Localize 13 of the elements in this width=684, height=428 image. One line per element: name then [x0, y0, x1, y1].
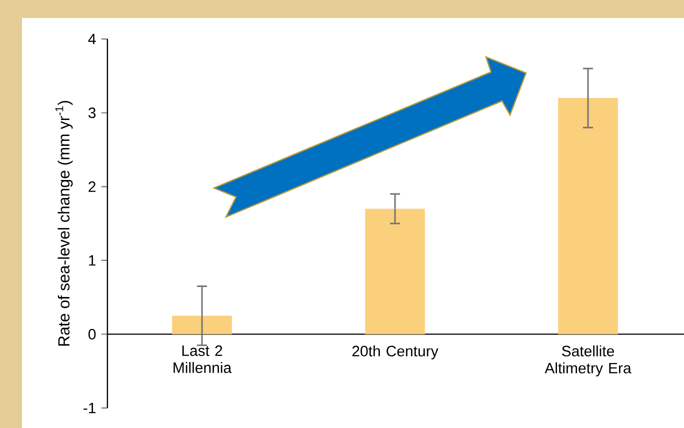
y-tick-label: 3: [88, 107, 96, 118]
x-tick-label: Last 2 Millennia: [174, 345, 232, 374]
x-tick-label: Satellite Altimetry Era: [544, 345, 632, 376]
y-tick-label: 4: [88, 34, 96, 44]
y-tick-label: -1: [84, 402, 96, 414]
bar: [172, 316, 232, 334]
bar: [365, 208, 425, 334]
y-tick-label: 2: [88, 181, 96, 192]
x-tick-label: 20th Century: [352, 345, 438, 360]
bar: [558, 98, 618, 334]
y-tick-label: 1: [89, 255, 96, 266]
y-axis-title: Rate of sea-level change (mm yr$^{-1}$): [55, 101, 73, 346]
y-tick-label: 0: [88, 328, 96, 340]
